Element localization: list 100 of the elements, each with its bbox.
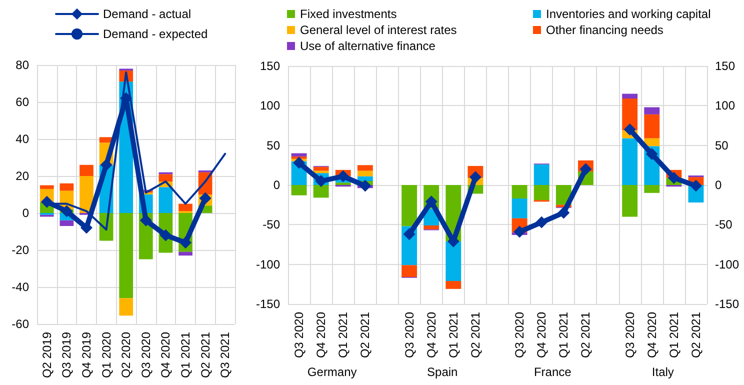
y-tick-label: -60	[12, 317, 30, 331]
y-tick-label: -40	[12, 280, 30, 294]
x-tick-label: Q2 2020	[119, 332, 134, 378]
x-tick-label: Q3 2021	[218, 332, 232, 378]
bar	[158, 187, 173, 213]
y2-tick-label: -150	[715, 297, 740, 311]
bar	[622, 98, 638, 130]
bar	[446, 280, 462, 289]
x-tick-label: Q1 2021	[666, 312, 681, 358]
point	[536, 216, 548, 228]
legend-label: Use of alternative finance	[300, 39, 436, 53]
y2-tick-label: 100	[715, 98, 736, 113]
y-tick-label: -100	[256, 257, 280, 272]
bar	[291, 185, 307, 196]
x-tick-label: Q3 2020	[138, 332, 153, 378]
x-tick-label: Q2 2021	[688, 312, 703, 358]
bar	[40, 185, 54, 189]
y-tick-label: 60	[16, 95, 30, 109]
bar	[424, 225, 440, 230]
x-tick-label: Q4 2020	[644, 312, 659, 358]
y-tick-label: -150	[256, 297, 280, 311]
x-tick-label: Q2 2021	[578, 312, 593, 358]
bar	[291, 153, 307, 156]
bar	[178, 204, 192, 212]
point	[337, 170, 350, 182]
legend-label: Inventories and working capital	[546, 7, 711, 21]
y-tick-label: -50	[262, 218, 280, 232]
legend-label: Fixed investments	[300, 7, 397, 21]
y2-tick-label: 0	[715, 178, 722, 192]
legend-label: Demand - actual	[103, 7, 192, 21]
bar	[644, 138, 660, 146]
bar	[402, 265, 418, 278]
y-tick-label: 20	[16, 169, 30, 183]
bar	[357, 165, 373, 171]
y-tick-label: 150	[260, 59, 280, 73]
y-tick-label: 40	[16, 132, 30, 146]
x-tick-label: Q3 2020	[402, 312, 416, 358]
text: Italy	[652, 365, 674, 379]
y-tick-label: 50	[266, 138, 280, 152]
point	[40, 196, 53, 208]
x-tick-label: Q3 2020	[292, 312, 306, 358]
x-tick-label: Q4 2020	[314, 312, 328, 358]
point	[469, 171, 482, 184]
x-tick-label: Q1 2021	[336, 312, 350, 358]
bar	[534, 164, 550, 185]
bar	[357, 176, 373, 182]
point	[359, 180, 372, 192]
x-tick-label: Q1 2020	[99, 332, 114, 378]
x-tick-label: Q4 2020	[158, 332, 173, 378]
y2-tick-label: 50	[715, 138, 729, 152]
point	[60, 205, 73, 218]
x-tick-label: Q2 2021	[198, 332, 212, 378]
bar	[60, 183, 74, 191]
y2-tick-label: -50	[715, 218, 733, 232]
x-tick-label: Q4 2019	[80, 332, 94, 378]
bar	[158, 174, 173, 182]
bar	[402, 185, 418, 226]
x-tick-label: Q2 2021	[358, 312, 372, 358]
bar	[313, 185, 329, 198]
x-tick-label: Q3 2020	[622, 312, 637, 358]
y-tick-label: -20	[12, 243, 30, 257]
point	[668, 172, 680, 184]
point	[100, 158, 112, 171]
point	[558, 206, 570, 219]
legend-label: General level of interest rates	[300, 23, 457, 37]
legend-label: Demand - expected	[103, 27, 208, 41]
bar	[60, 220, 74, 226]
y2-tick-label: -100	[715, 257, 740, 272]
point	[80, 222, 92, 234]
point	[624, 123, 636, 136]
bar	[622, 94, 638, 99]
y-tick-label: 0	[22, 206, 30, 220]
x-tick-label: Q2 2019	[40, 332, 54, 378]
bar	[534, 185, 550, 200]
point	[180, 236, 192, 249]
bar	[119, 213, 134, 298]
bar	[119, 298, 134, 316]
x-tick-label: Q4 2020	[534, 312, 549, 358]
y-tick-label: 0	[273, 178, 280, 192]
point	[403, 228, 416, 240]
x-tick-label: Q2 2021	[468, 312, 482, 358]
bar	[446, 241, 462, 281]
x-tick-label: Q4 2020	[424, 312, 438, 358]
x-tick-label: Q1 2021	[556, 312, 571, 358]
x-tick-label: Q1 2021	[178, 332, 192, 378]
bar	[313, 170, 329, 174]
text: France	[534, 365, 572, 379]
bar	[644, 114, 660, 138]
text: Spain	[427, 365, 458, 379]
point	[199, 192, 212, 204]
point	[690, 180, 702, 192]
bar	[512, 185, 528, 198]
bar	[178, 252, 192, 256]
y-tick-label: 100	[260, 98, 280, 113]
bar	[622, 138, 638, 185]
bar	[644, 185, 660, 193]
x-tick-label: Q1 2021	[446, 312, 460, 358]
y-tick-label: 80	[16, 58, 30, 72]
bar	[644, 107, 660, 114]
point	[580, 163, 592, 176]
